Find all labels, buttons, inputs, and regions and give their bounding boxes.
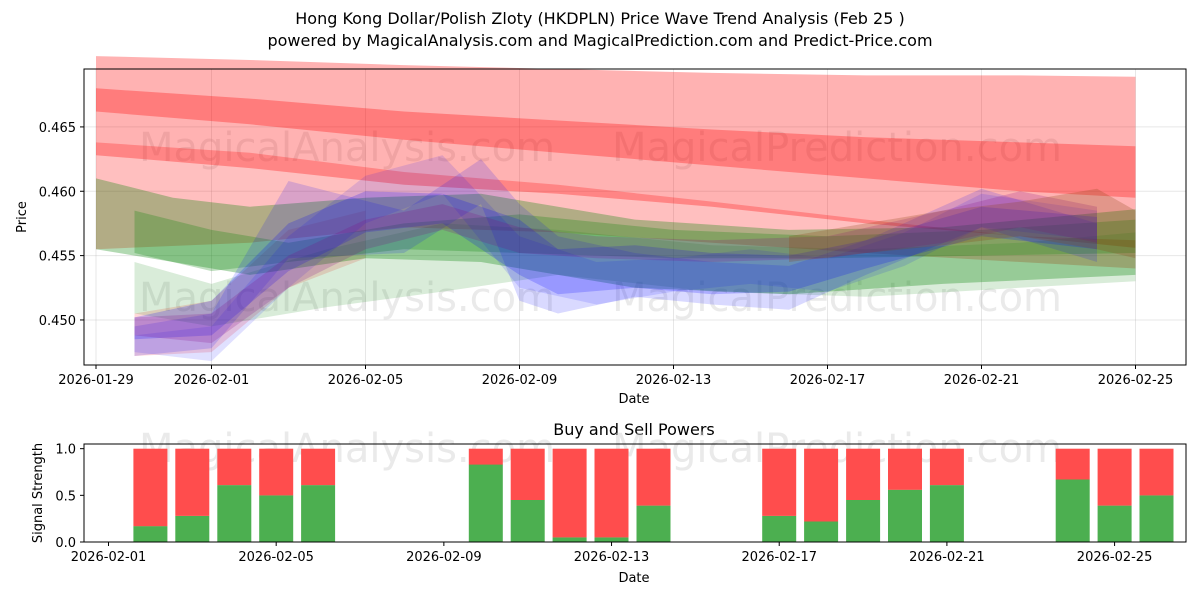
price-x-ticks: 2026-01-29 2026-02-01 2026-02-05 2026-02-09… <box>58 365 1173 388</box>
price-y-tick-label: 0.460 <box>39 185 76 200</box>
chart-title: Hong Kong Dollar/Polish Zloty (HKDPLN) P… <box>295 9 905 28</box>
sell-bar <box>762 448 797 516</box>
powers-title: Buy and Sell Powers <box>553 420 715 439</box>
powers-x-tick-label: 2026-02-01 <box>71 550 147 565</box>
price-x-tick-label: 2026-02-21 <box>944 373 1020 388</box>
buy-bar <box>1055 479 1090 542</box>
buy-bar <box>846 500 881 542</box>
sell-bar <box>929 448 964 486</box>
green-band-a <box>96 178 1136 295</box>
green-band-b <box>134 210 1136 272</box>
powers-x-tick-label: 2026-02-13 <box>574 550 650 565</box>
blue-band-a <box>134 191 1097 340</box>
buy-bar <box>552 537 587 542</box>
blue-band-b <box>134 159 1097 356</box>
sell-bar <box>510 448 545 500</box>
price-panel: MagicalAnalysis.com MagicalPrediction.co… <box>15 56 1187 407</box>
powers-x-axis-label: Date <box>618 571 649 586</box>
price-y-tick-label: 0.465 <box>39 121 76 136</box>
price-x-tick-label: 2026-02-09 <box>482 373 558 388</box>
price-bands <box>96 56 1136 362</box>
powers-y-ticks: 0.0 0.5 1.0 <box>55 443 84 551</box>
buy-bar <box>929 485 964 542</box>
watermark-analysis: MagicalAnalysis.com <box>139 125 555 171</box>
buy-bar <box>1139 495 1174 542</box>
sell-bar <box>1097 448 1132 506</box>
price-y-tick-label: 0.450 <box>39 314 76 329</box>
buy-bar <box>217 485 252 542</box>
chart-subtitle: powered by MagicalAnalysis.com and Magic… <box>267 31 933 50</box>
powers-y-tick-label: 1.0 <box>55 443 76 458</box>
buy-bar <box>594 537 629 542</box>
sell-bar <box>846 448 881 500</box>
buy-bar <box>636 505 671 542</box>
sell-bar <box>636 448 671 506</box>
powers-y-axis-label: Signal Strength <box>31 443 46 543</box>
buy-bar <box>1097 505 1132 542</box>
price-y-tick-label: 0.455 <box>39 250 76 265</box>
price-x-tick-label: 2026-01-29 <box>58 373 134 388</box>
price-gridlines <box>84 69 1186 365</box>
price-plot-background <box>84 69 1186 365</box>
powers-y-tick-label: 0.5 <box>55 489 76 504</box>
powers-x-tick-label: 2026-02-17 <box>741 550 817 565</box>
price-x-axis-label: Date <box>618 392 649 407</box>
powers-bars <box>133 448 1174 542</box>
sell-bar <box>259 448 294 496</box>
sell-bar <box>217 448 252 486</box>
watermark-prediction-lower: MagicalPrediction.com <box>612 275 1062 321</box>
sell-bar <box>888 448 922 490</box>
price-x-tick-label: 2026-02-05 <box>328 373 404 388</box>
purple-band <box>134 191 1097 344</box>
powers-x-tick-label: 2026-02-09 <box>406 550 482 565</box>
buy-bar <box>888 489 922 542</box>
sell-bar <box>804 448 839 522</box>
price-x-tick-label: 2026-02-17 <box>790 373 866 388</box>
red-band-wide <box>96 56 1136 248</box>
sell-bar <box>594 448 629 538</box>
price-y-axis-label: Price <box>15 201 30 233</box>
red-band-early <box>134 210 366 356</box>
sell-bar <box>133 448 168 527</box>
red-band-core <box>96 88 1136 198</box>
powers-y-tick-label: 0.0 <box>55 536 76 551</box>
price-plot-frame <box>83 68 1187 366</box>
buy-bar <box>468 464 503 542</box>
buy-bar <box>133 526 168 542</box>
sell-bar <box>1139 448 1174 496</box>
powers-x-tick-label: 2026-02-25 <box>1077 550 1153 565</box>
powers-x-tick-label: 2026-02-21 <box>909 550 985 565</box>
sell-bar <box>301 448 336 486</box>
powers-plot-frame <box>83 443 1187 543</box>
buy-bar <box>175 515 210 542</box>
buy-bar <box>510 500 545 542</box>
price-x-tick-label: 2026-02-25 <box>1098 373 1174 388</box>
price-y-ticks: 0.450 0.455 0.460 0.465 <box>39 121 84 329</box>
sell-bar <box>552 448 587 538</box>
powers-x-tick-label: 2026-02-05 <box>238 550 314 565</box>
sell-bar <box>175 448 210 516</box>
powers-x-ticks: 2026-02-01 2026-02-05 2026-02-09 2026-02-13… <box>71 542 1153 565</box>
sell-bar <box>1055 448 1090 480</box>
buy-bar <box>762 515 797 542</box>
powers-panel: Buy and Sell Powers MagicalAnalysis.com … <box>31 420 1187 586</box>
buy-bar <box>804 521 839 542</box>
watermark-prediction: MagicalPrediction.com <box>612 125 1062 171</box>
blue-band-c <box>134 155 1097 362</box>
brown-band <box>789 188 1136 262</box>
sell-bar <box>468 448 503 465</box>
green-band-c <box>134 223 1136 327</box>
buy-bar <box>301 485 336 542</box>
buy-bar <box>259 495 294 542</box>
price-x-tick-label: 2026-02-13 <box>636 373 712 388</box>
price-x-tick-label: 2026-02-01 <box>174 373 250 388</box>
red-band-lower <box>96 142 1136 269</box>
watermark-analysis-lower: MagicalAnalysis.com <box>139 275 555 321</box>
